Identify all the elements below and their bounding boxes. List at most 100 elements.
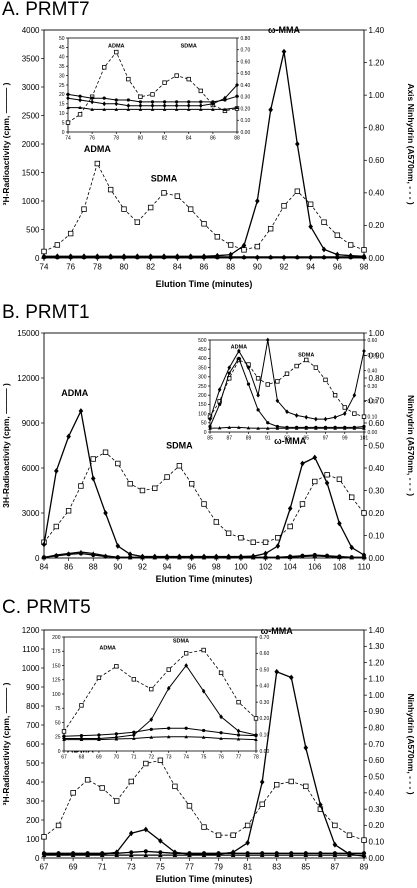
chart-2-inset-yl-tick-label: 150 bbox=[52, 663, 61, 669]
chart-0-inset-series-1-point bbox=[174, 103, 179, 109]
chart-2-yl-tick-label: 1000 bbox=[22, 664, 40, 673]
chart-0-inset-series-2-point bbox=[187, 100, 191, 104]
chart-0-inset-series-2-point bbox=[223, 98, 227, 102]
chart-0-series-0-point bbox=[321, 219, 327, 225]
chart-1-series-3-point bbox=[201, 555, 207, 560]
chart-2-yl-tick-label: 200 bbox=[26, 816, 40, 825]
chart-1-inset-yl-tick-label: 350 bbox=[198, 365, 207, 371]
chart-2-inset-yr-tick-label: 0.00 bbox=[260, 749, 270, 755]
chart-0-yr-tick-label: 0.20 bbox=[369, 221, 385, 230]
chart-0-inset-series-2-point bbox=[114, 98, 118, 102]
chart-2-yr-tick-label: 1.20 bbox=[369, 658, 385, 667]
chart-1-series-3-point bbox=[66, 551, 71, 556]
chart-2-inset-series-0-point bbox=[166, 667, 171, 672]
chart-1-series-0-point bbox=[312, 478, 318, 485]
chart-2-series-1-point bbox=[274, 668, 280, 675]
chart-0-yr-tick-label: 0.40 bbox=[369, 189, 385, 198]
chart-1-yr-tick-label: 0.30 bbox=[369, 486, 385, 495]
chart-0-inset-yl-tick-label: 45 bbox=[59, 45, 65, 51]
chart-2-inset-yl-tick-label: 0 bbox=[58, 749, 61, 755]
chart-0-inset-series-3-point bbox=[66, 105, 70, 109]
chart-2-series-3-point bbox=[172, 852, 178, 857]
chart-2-yr-tick-label: 1.30 bbox=[369, 642, 385, 651]
chart-1-series-1-point bbox=[275, 543, 281, 549]
chart-0-x-tick-label: 96 bbox=[333, 263, 342, 272]
chart-1-series-0-point bbox=[287, 523, 293, 530]
chart-1-series-1-point bbox=[41, 541, 47, 548]
chart-0-inset-yr-tick-label: 0.20 bbox=[241, 106, 251, 112]
chart-0-inset-series-1-point bbox=[162, 103, 167, 109]
chart-0-x-tick-label: 84 bbox=[173, 263, 182, 272]
chart-0-inset-series-3-point bbox=[223, 107, 227, 111]
chart-2-inset-series-2-point bbox=[79, 733, 84, 738]
chart-1-inset-series-0-point bbox=[361, 414, 367, 419]
chart-2-series-3-point bbox=[245, 852, 250, 857]
chart-2-inset-yl-tick-label: 100 bbox=[52, 692, 61, 698]
chart-1-inset-series-3-point bbox=[342, 426, 347, 430]
chart-2-inset-x-tick-label: 67 bbox=[61, 755, 67, 761]
chart-1-series-0-point bbox=[188, 481, 195, 487]
chart-0-inset-yl-tick-label: 15 bbox=[59, 102, 65, 108]
chart-0-series-3-point bbox=[361, 254, 367, 259]
chart-1-inset-series-2-point bbox=[266, 421, 270, 425]
chart-1-inset-annotation: SDMA bbox=[298, 353, 314, 359]
chart-2-series-2-point bbox=[129, 850, 134, 855]
chart-2-inset-annotation: SDMA bbox=[173, 639, 189, 645]
chart-1-inset-series-2-point bbox=[256, 408, 260, 412]
chart-1-series-0-point bbox=[78, 483, 84, 489]
chart-0-annotation: SDMA bbox=[151, 173, 178, 183]
chart-2-series-3-point bbox=[201, 852, 207, 857]
chart-1-yr-tick-label: 0.40 bbox=[369, 464, 385, 473]
chart-2-series-0-point bbox=[157, 757, 164, 763]
chart-0-x-tick-label: 94 bbox=[306, 263, 315, 272]
chart-1-inset-x-tick-label: 101 bbox=[360, 436, 369, 442]
chart-2-yl-tick-label: 0 bbox=[35, 854, 40, 863]
chart-0-series-3-point bbox=[95, 254, 100, 259]
chart-0-inset-series-0-point bbox=[174, 73, 179, 78]
chart-0-inset-series-0-point bbox=[162, 80, 167, 85]
chart-2-series-0-point bbox=[55, 822, 62, 829]
chart-2-yl-tick-label: 800 bbox=[26, 702, 40, 711]
chart-2-inset-yl-tick-label: 50 bbox=[55, 720, 61, 726]
chart-1-inset-series-3-point bbox=[285, 426, 289, 430]
chart-1-inset-series-1-point bbox=[227, 365, 232, 370]
chart-1-series-3-point bbox=[115, 554, 121, 560]
chart-0-inset-series-3-point bbox=[78, 105, 82, 109]
chart-1-series-3-point bbox=[140, 555, 145, 560]
chart-0-inset-series-2-point bbox=[66, 92, 70, 97]
chart-1-series-3-point bbox=[250, 555, 256, 560]
chart-1-series-3-point bbox=[287, 554, 293, 560]
chart-2-inset-series-1-line bbox=[64, 664, 257, 739]
chart-1-x-tick-label: 104 bbox=[283, 563, 297, 572]
chart-1-series-0-point bbox=[225, 530, 232, 536]
chart-1-series-3-point bbox=[103, 553, 108, 558]
chart-1-inset-series-1-point bbox=[342, 411, 347, 416]
chart-2-yl-tick-label: 700 bbox=[26, 721, 40, 730]
chart-0-inset-series-1-point bbox=[186, 103, 191, 109]
chart-2-inset-series-3-point bbox=[132, 736, 136, 740]
chart-0-inset-series-2-point bbox=[162, 100, 167, 104]
chart-1-yr-tick-label: 0.70 bbox=[369, 396, 385, 405]
chart-0-series-1-point bbox=[281, 48, 287, 55]
chart-1-inset-series-1-point bbox=[362, 348, 366, 354]
chart-0-series-1-point bbox=[308, 223, 313, 230]
chart-1-inset-yr-tick-label: 0.40 bbox=[368, 368, 378, 374]
chart-2-inset-yr-tick-label: 0.70 bbox=[260, 635, 270, 641]
chart-2-series-3-point bbox=[187, 852, 192, 857]
chart-1-inset-yl-tick-label: 400 bbox=[198, 356, 207, 362]
chart-1-inset-series-1-point bbox=[237, 348, 241, 354]
chart-0-yr-tick-label: 0.60 bbox=[369, 156, 385, 165]
chart-2-yl-tick-label: 900 bbox=[26, 683, 40, 692]
chart-1-inset-yr-tick-label: 0.30 bbox=[368, 384, 378, 390]
chart-0-series-3-point bbox=[335, 254, 340, 259]
chart-0-series-3-point bbox=[121, 254, 127, 259]
chart-0-series-3-point bbox=[228, 254, 233, 259]
chart-2-x-tick-label: 75 bbox=[156, 863, 165, 872]
chart-0-yr-tick-label: 1.20 bbox=[369, 58, 385, 67]
chart-1-yr-tick-label: 0.90 bbox=[369, 351, 385, 360]
chart-1-series-1-point bbox=[66, 433, 71, 440]
chart-0-inset-yr-tick-label: 0.80 bbox=[241, 36, 251, 42]
chart-0-series-0-point bbox=[134, 219, 141, 225]
chart-1-x-tick-label: 94 bbox=[163, 563, 172, 572]
chart-1-x-tick-label: 110 bbox=[358, 563, 371, 572]
